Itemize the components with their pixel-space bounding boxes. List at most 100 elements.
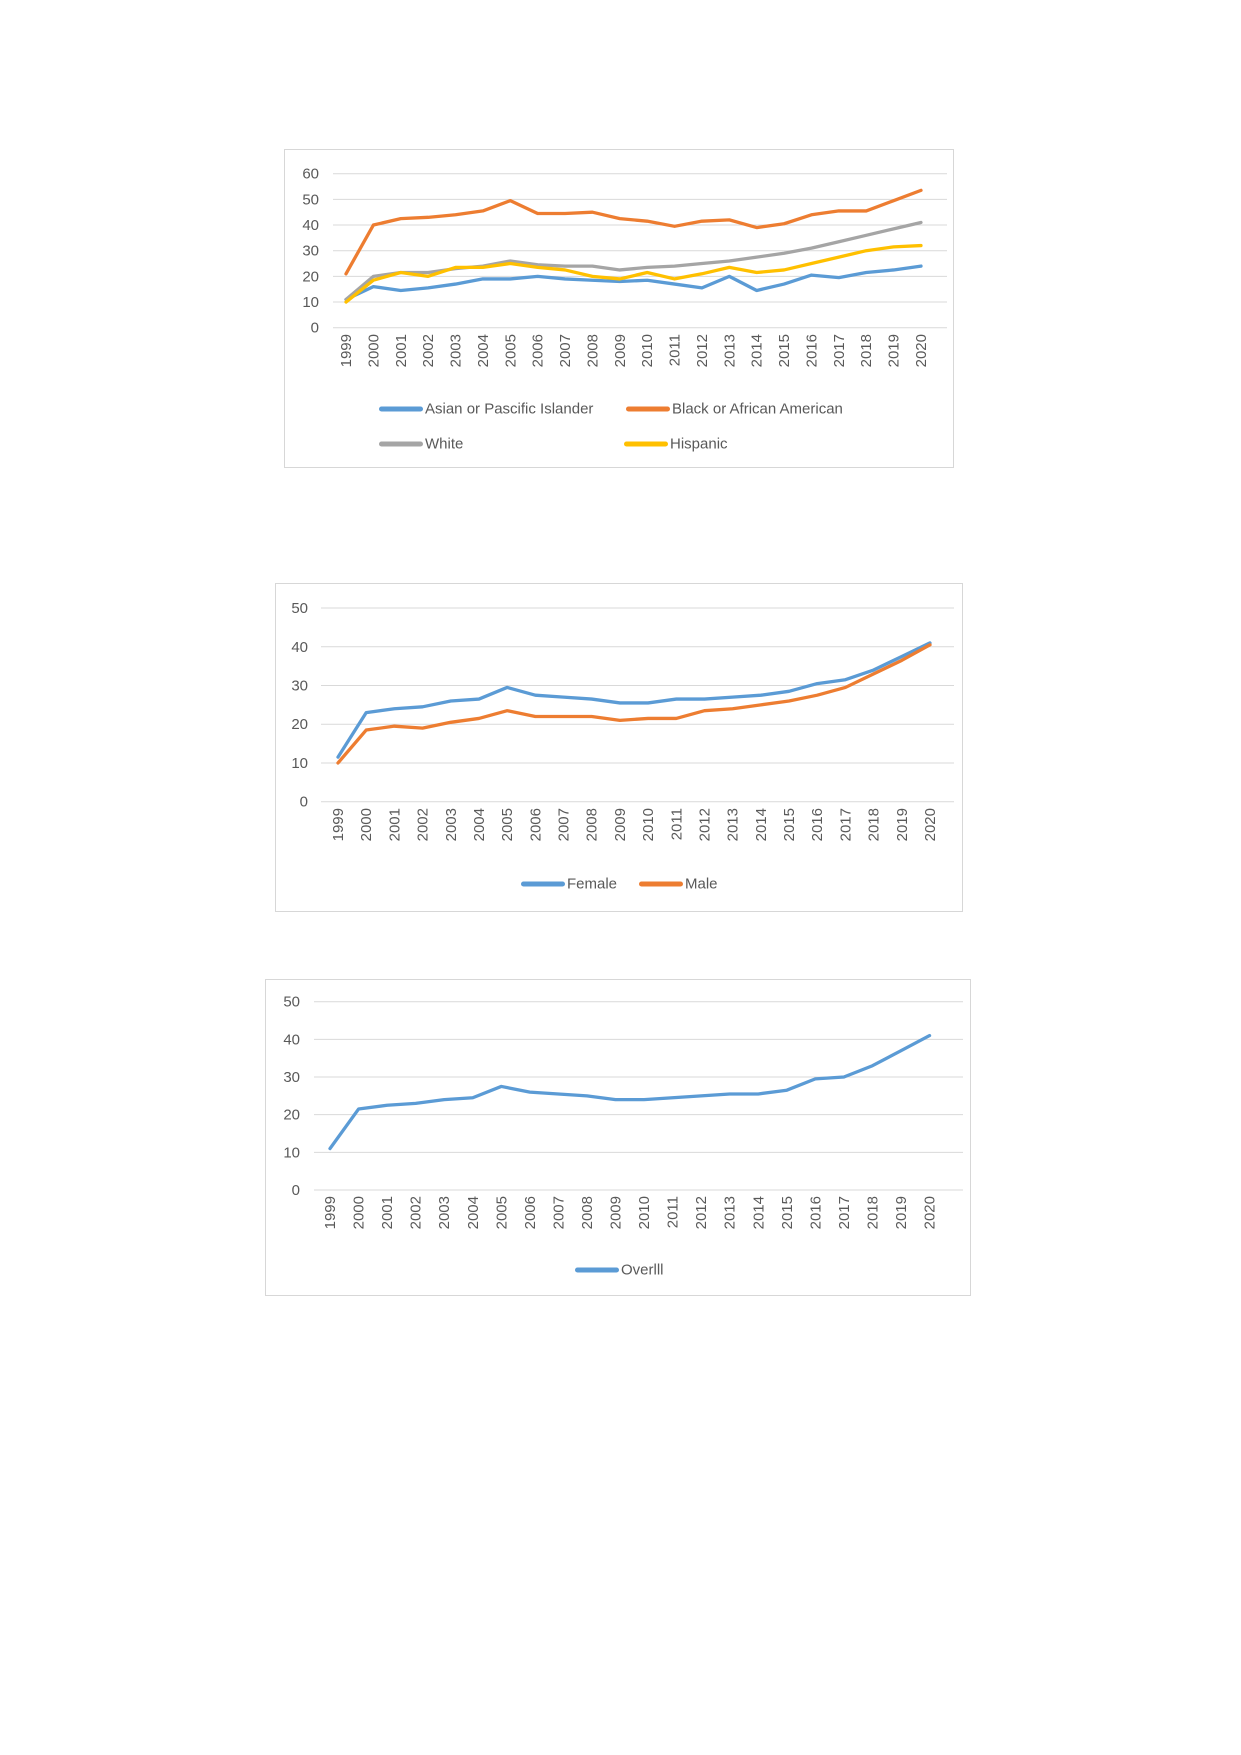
gender-trend-chart-plot-area: 0 10 20 30 40 50 1999 2000 2001 2002 2003 2004 2005 2… [291, 600, 954, 841]
x-axis-label-2002: 2002 [408, 1196, 425, 1229]
x-axis-label-2008: 2008 [584, 808, 601, 841]
y-axis-tick-label: 20 [302, 268, 319, 285]
x-axis-label-2006: 2006 [522, 1196, 539, 1229]
x-axis-label-2014: 2014 [749, 334, 766, 367]
x-axis-label-2012: 2012 [693, 1196, 710, 1229]
x-axis-label-2019: 2019 [894, 808, 911, 841]
x-axis-label-2000: 2000 [358, 808, 375, 841]
x-axis-label-2005: 2005 [493, 1196, 510, 1229]
legend-line-marker [521, 881, 565, 887]
x-axis-label-2018: 2018 [858, 334, 875, 367]
x-axis-label-2019: 2019 [886, 334, 903, 367]
series-line-male [336, 643, 932, 765]
x-axis-label-2017: 2017 [836, 1196, 853, 1229]
x-axis-label-1999: 1999 [338, 334, 355, 367]
y-axis-tick-label: 60 [302, 166, 319, 183]
x-axis-label-2015: 2015 [776, 334, 793, 367]
x-axis-label-2000: 2000 [365, 334, 382, 367]
x-axis-label-2004: 2004 [471, 808, 488, 841]
legend-line-marker [379, 406, 423, 412]
x-axis-label-2007: 2007 [557, 334, 574, 367]
x-axis-label-2010: 2010 [640, 808, 657, 841]
x-axis-label-2012: 2012 [694, 334, 711, 367]
legend-label: Asian or Pascific Islander [425, 400, 594, 418]
legend-item-overlll: Overlll [575, 1263, 664, 1278]
x-axis-label-2018: 2018 [866, 808, 883, 841]
legend-line-marker [624, 441, 668, 447]
x-axis-label-2011: 2011 [668, 808, 685, 840]
x-axis-label-2020: 2020 [922, 1196, 939, 1229]
x-axis-label-2006: 2006 [530, 334, 547, 367]
y-axis-tick-label: 50 [302, 191, 319, 208]
legend-label: Female [567, 875, 618, 893]
y-axis-tick-label: 40 [291, 639, 308, 656]
y-axis-tick-label: 10 [302, 294, 319, 311]
legend-label: Black or African American [672, 400, 843, 418]
x-axis-label-2004: 2004 [475, 334, 492, 367]
x-axis-label-2000: 2000 [351, 1196, 368, 1229]
legend-line-marker [379, 441, 423, 447]
x-axis-label-2007: 2007 [550, 1196, 567, 1229]
y-axis-tick-label: 40 [283, 1031, 300, 1048]
x-axis-label-2013: 2013 [722, 1196, 739, 1229]
y-axis-tick-label: 0 [300, 794, 308, 811]
x-axis-label-2008: 2008 [584, 334, 601, 367]
series-line-overlll [328, 1033, 932, 1151]
race-trend-chart-plot-area: 0 10 20 30 40 50 60 1999 2000 2001 2002 2003 2004 200… [302, 166, 947, 367]
x-axis-label-2016: 2016 [807, 1196, 824, 1229]
x-axis-label-2005: 2005 [499, 808, 516, 841]
overall-trend-chart: 0 10 20 30 40 50 1999 2000 2001 2002 2003 2004 2005 2… [265, 979, 971, 1296]
x-axis-label-2003: 2003 [436, 1196, 453, 1229]
x-axis-label-2004: 2004 [465, 1196, 482, 1229]
legend-label: Hispanic [670, 435, 728, 453]
x-axis-label-2005: 2005 [502, 334, 519, 367]
series-line-female [336, 641, 932, 759]
x-axis-label-2010: 2010 [636, 1196, 653, 1229]
x-axis-label-2020: 2020 [922, 808, 939, 841]
x-axis-label-2016: 2016 [809, 808, 826, 841]
legend-line-marker [626, 406, 670, 412]
series-line-asian-or-pascific-islander [344, 264, 923, 302]
x-axis-label-1999: 1999 [322, 1196, 339, 1229]
y-axis-tick-label: 40 [302, 217, 319, 234]
legend-item-female: Female [521, 877, 617, 892]
y-axis-tick-label: 10 [283, 1144, 300, 1161]
y-axis-tick-label: 20 [291, 716, 308, 733]
overall-trend-chart-plot-area: 0 10 20 30 40 50 1999 2000 2001 2002 2003 2004 2005 2… [283, 994, 963, 1229]
x-axis-label-2014: 2014 [750, 1196, 767, 1229]
y-axis-tick-label: 10 [291, 755, 308, 772]
y-axis-tick-label: 50 [291, 600, 308, 617]
legend-label: Male [685, 875, 718, 893]
x-axis-label-2020: 2020 [913, 334, 930, 367]
x-axis-label-2011: 2011 [667, 334, 684, 366]
legend-label: White [425, 435, 464, 453]
legend-item-asian-or-pascific-islander: Asian or Pascific Islander [379, 402, 593, 417]
y-axis-tick-label: 30 [283, 1069, 300, 1086]
gender-trend-chart: 0 10 20 30 40 50 1999 2000 2001 2002 2003 2004 2005 2… [275, 583, 963, 912]
series-line-hispanic [344, 243, 923, 304]
legend-line-marker [639, 881, 683, 887]
x-axis-label-2009: 2009 [612, 808, 629, 841]
y-axis-tick-label: 20 [283, 1107, 300, 1124]
x-axis-label-2003: 2003 [443, 808, 460, 841]
x-axis-label-2003: 2003 [448, 334, 465, 367]
x-axis-label-2006: 2006 [527, 808, 544, 841]
x-axis-label-1999: 1999 [330, 808, 347, 841]
x-axis-label-2008: 2008 [579, 1196, 596, 1229]
series-line-black-or-african-american [344, 188, 923, 276]
legend-label: Overlll [621, 1261, 664, 1279]
x-axis-label-2015: 2015 [779, 1196, 796, 1229]
x-axis-label-2001: 2001 [386, 808, 403, 841]
x-axis-label-2001: 2001 [379, 1196, 396, 1229]
x-axis-label-2002: 2002 [420, 334, 437, 367]
x-axis-label-2002: 2002 [415, 808, 432, 841]
race-trend-chart: 0 10 20 30 40 50 60 1999 2000 2001 2002 2003 2004 200… [284, 149, 954, 468]
legend-item-black-or-african-american: Black or African American [626, 402, 843, 417]
x-axis-label-2018: 2018 [864, 1196, 881, 1229]
x-axis-label-2019: 2019 [893, 1196, 910, 1229]
x-axis-label-2014: 2014 [753, 808, 770, 841]
y-axis-tick-label: 0 [292, 1182, 300, 1199]
legend-item-male: Male [639, 877, 718, 892]
y-axis-tick-label: 30 [302, 243, 319, 260]
